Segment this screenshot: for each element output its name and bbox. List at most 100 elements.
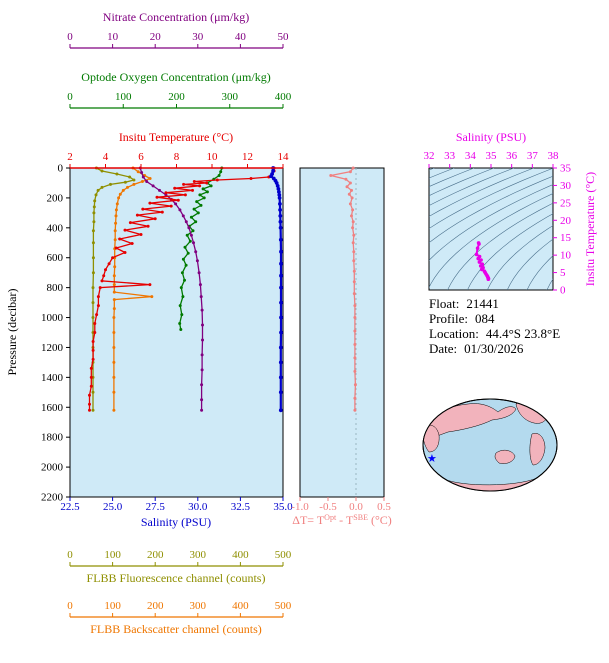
nitrate-tick-label: 40 <box>235 31 247 43</box>
ts-temperature-tick-label: 0 <box>560 285 566 297</box>
pressure-tick-label: 1000 <box>41 312 64 324</box>
backscatter-tick-label: 0 <box>67 600 73 612</box>
fluorescence-tick-label: 100 <box>104 549 121 561</box>
nitrate-tick-label: 0 <box>67 31 73 43</box>
ts-salinity-tick-label: 33 <box>444 150 456 162</box>
float-location-star: ★ <box>427 453 437 465</box>
ts-temperature-tick-label: 35 <box>560 163 572 175</box>
pressure-tick-label: 2200 <box>41 492 64 504</box>
fluorescence-tick-label: 400 <box>232 549 249 561</box>
temperature-tick-label: 14 <box>278 151 290 163</box>
temperature-tick-label: 2 <box>67 151 73 163</box>
delta-t-tick-label: 0.0 <box>349 501 363 513</box>
nitrate-tick-label: 30 <box>192 31 204 43</box>
pressure-axis-label: Pressure (decibar) <box>5 289 19 376</box>
salinity-tick-label: 30.0 <box>188 501 208 513</box>
fluorescence-axis-title: FLBB Fluorescence channel (counts) <box>87 571 266 585</box>
float-value: 21441 <box>466 296 499 311</box>
plot-backgrounds <box>69 167 554 498</box>
ts-temperature-tick-label: 5 <box>560 267 566 279</box>
nitrate-axis-title: Nitrate Concentration (μm/kg) <box>103 10 249 24</box>
date-label: Date: <box>429 341 458 356</box>
salinity-tick-label: 22.5 <box>60 501 80 513</box>
backscatter-axis-title: FLBB Backscatter channel (counts) <box>90 622 262 636</box>
salinity-tick-label: 27.5 <box>146 501 166 513</box>
delta-t-tick-label: -1.0 <box>291 501 309 513</box>
pressure-tick-label: 2000 <box>41 462 64 474</box>
delta-label-part: - T <box>336 513 354 527</box>
main-profiles <box>88 166 283 413</box>
temperature-tick-label: 8 <box>174 151 180 163</box>
delta-label-sup-sbe: SBE <box>353 513 368 522</box>
location-label: Location: <box>429 326 479 341</box>
series-ts-profile <box>474 241 491 282</box>
ts-salinity-tick-label: 37 <box>527 150 539 162</box>
ts-salinity-tick-label: 35 <box>486 150 498 162</box>
ts-salinity-tick-label: 32 <box>424 150 435 162</box>
salinity-tick-label: 25.0 <box>103 501 123 513</box>
ts-temperature-tick-label: 15 <box>560 232 572 244</box>
series-delta-t <box>329 166 357 412</box>
fluorescence-tick-label: 200 <box>147 549 164 561</box>
backscatter-tick-label: 400 <box>232 600 249 612</box>
delta-label-sup-opt: Opt <box>324 513 337 522</box>
ts-salinity-axis-title: Salinity (PSU) <box>456 130 526 144</box>
density-contours <box>429 168 553 290</box>
date-row: Date: 01/30/2026 <box>429 341 560 356</box>
backscatter-tick-label: 200 <box>147 600 164 612</box>
ts-temperature-tick-label: 25 <box>560 197 572 209</box>
oxygen-tick-label: 0 <box>67 91 73 103</box>
map-continent-greenland <box>519 399 530 405</box>
ts-scatter <box>474 241 491 282</box>
delta-t-axis-label: ΔT= TOpt - TSBE (°C) <box>292 513 392 527</box>
salinity-tick-label: 32.5 <box>231 501 251 513</box>
series-salinity <box>269 166 283 413</box>
backscatter-tick-label: 100 <box>104 600 121 612</box>
nitrate-tick-label: 50 <box>278 31 290 43</box>
backscatter-tick-label: 500 <box>275 600 292 612</box>
fluorescence-tick-label: 0 <box>67 549 73 561</box>
ts-temperature-tick-label: 30 <box>560 180 572 192</box>
pressure-tick-label: 1400 <box>41 372 64 384</box>
profile-row: Profile: 084 <box>429 311 560 326</box>
map-continent-eurasia <box>423 403 517 438</box>
float-id-row: Float: 21441 <box>429 296 560 311</box>
temperature-tick-label: 6 <box>138 151 144 163</box>
location-value: 44.4°S 23.8°E <box>485 326 561 341</box>
map-continent-south-america <box>529 433 546 466</box>
delta-t-tick-label: -0.5 <box>319 501 337 513</box>
delta-t-tick-label: 0.5 <box>377 501 391 513</box>
oxygen-tick-label: 100 <box>115 91 132 103</box>
ts-salinity-tick-label: 38 <box>548 150 560 162</box>
location-row: Location: 44.4°S 23.8°E <box>429 326 560 341</box>
temperature-tick-label: 4 <box>103 151 109 163</box>
ts-plot-area <box>428 167 554 291</box>
ts-salinity-tick-label: 34 <box>465 150 477 162</box>
backscatter-tick-label: 300 <box>190 600 207 612</box>
pressure-tick-label: 0 <box>58 163 64 175</box>
ts-temperature-tick-label: 20 <box>560 215 572 227</box>
oxygen-axis-title: Optode Oxygen Concentration (μm/kg) <box>81 70 270 84</box>
pressure-tick-label: 1600 <box>41 402 64 414</box>
pressure-tick-label: 600 <box>47 252 64 264</box>
salinity-tick-label: 35.0 <box>273 501 293 513</box>
delta-label-part: (°C) <box>368 513 392 527</box>
date-value: 01/30/2026 <box>464 341 524 356</box>
temperature-axis-title: Insitu Temperature (°C) <box>119 130 233 144</box>
oxygen-tick-label: 200 <box>168 91 185 103</box>
world-map: ★ <box>422 398 558 492</box>
ts-salinity-tick-label: 36 <box>506 150 518 162</box>
float-label: Float: <box>429 296 460 311</box>
nitrate-tick-label: 10 <box>107 31 119 43</box>
pressure-tick-label: 200 <box>47 192 64 204</box>
nitrate-tick-label: 20 <box>150 31 162 43</box>
main-plot-area <box>69 167 284 498</box>
delta-t-series <box>329 166 357 497</box>
ts-temperature-axis-label: Insitu Temperature (°C) <box>583 172 597 286</box>
pressure-tick-label: 400 <box>47 222 64 234</box>
fluorescence-tick-label: 500 <box>275 549 292 561</box>
oxygen-tick-label: 300 <box>222 91 239 103</box>
